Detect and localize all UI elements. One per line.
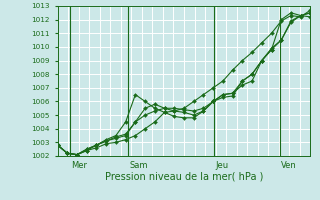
X-axis label: Pression niveau de la mer( hPa ): Pression niveau de la mer( hPa ) [105, 172, 263, 182]
Text: Jeu: Jeu [216, 161, 229, 170]
Text: Sam: Sam [130, 161, 148, 170]
Text: Ven: Ven [281, 161, 297, 170]
Text: Mer: Mer [71, 161, 87, 170]
